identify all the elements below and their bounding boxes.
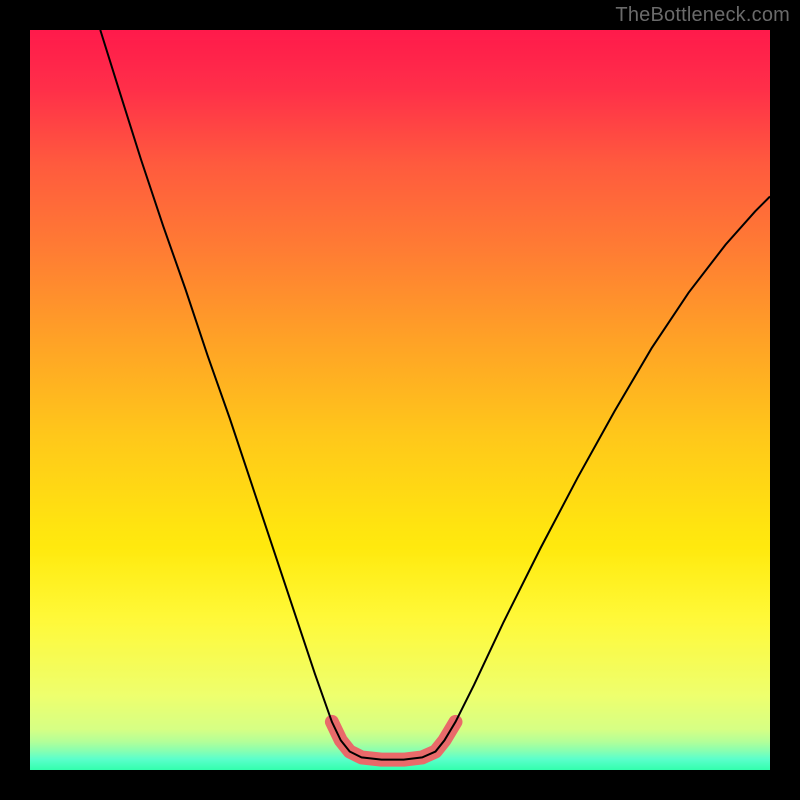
watermark-text: TheBottleneck.com <box>615 4 790 27</box>
chart-band-fade <box>30 548 770 622</box>
chart-band-overlay <box>30 622 770 770</box>
bottleneck-chart <box>0 0 800 800</box>
